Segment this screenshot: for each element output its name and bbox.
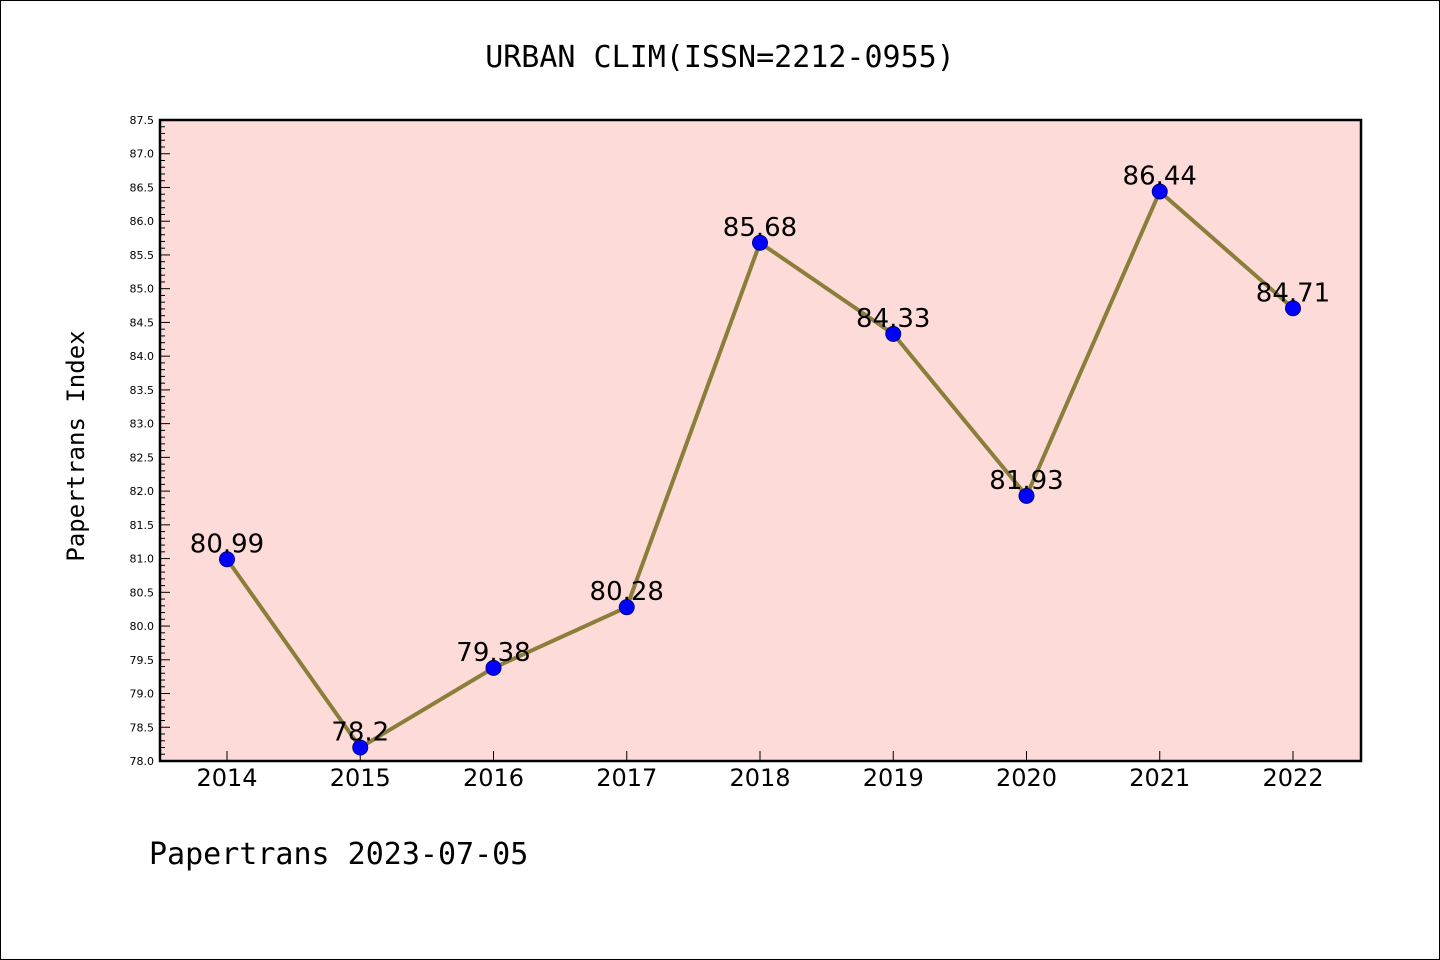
y-tick-label: 82.0	[130, 485, 155, 498]
data-point-marker	[219, 551, 235, 568]
x-tick-label: 2017	[596, 764, 657, 792]
series-line-group	[219, 183, 1301, 756]
data-point-marker	[485, 659, 502, 676]
data-point-marker	[1018, 487, 1035, 504]
data-point-marker	[618, 599, 635, 616]
chart-title: URBAN CLIM(ISSN=2212-0955)	[485, 40, 955, 75]
x-tick-label: 2016	[463, 764, 524, 792]
y-tick-label: 84.5	[130, 316, 155, 329]
data-point-marker	[752, 234, 768, 251]
x-tick-label: 2014	[196, 764, 257, 792]
y-tick-label: 87.5	[130, 114, 155, 127]
y-axis-label: Papertrans Index	[62, 330, 90, 561]
y-axis: 78.0 78.5 79.0 79.5 80.0 80.5 81.0 81.5 82.0 82.5…	[130, 114, 170, 768]
x-tick-label: 2020	[996, 764, 1057, 792]
x-axis: 2014 2015 2016 2017 2018 2019 2020 2021 2022	[196, 751, 1324, 792]
y-tick-label: 78.0	[130, 755, 155, 768]
y-tick-label: 81.0	[130, 553, 155, 566]
data-point-marker	[352, 739, 369, 756]
y-tick-label: 82.5	[130, 451, 155, 464]
x-tick-label: 2019	[863, 764, 924, 792]
y-tick-label: 79.0	[130, 688, 155, 701]
x-tick-label: 2022	[1262, 764, 1323, 792]
footer-note: Papertrans 2023-07-05	[149, 837, 528, 872]
data-label: 81.93	[989, 466, 1063, 496]
data-label: 86.44	[1123, 162, 1197, 192]
y-tick-label: 80.0	[130, 620, 155, 633]
data-label-group: 80.99 78.2 79.38 80.28 85.68 84.33 81.93 86.44 8…	[190, 162, 1330, 748]
data-label: 80.99	[190, 529, 264, 559]
y-tick-label: 83.5	[130, 384, 155, 397]
y-tick-label: 86.5	[130, 181, 155, 194]
y-tick-label: 85.5	[130, 249, 155, 262]
data-point-marker	[1285, 300, 1301, 317]
x-tick-label: 2021	[1129, 764, 1190, 792]
x-tick-label: 2018	[729, 764, 790, 792]
y-tick-label: 78.5	[130, 721, 155, 734]
data-label: 79.38	[456, 638, 530, 668]
x-tick-label: 2015	[330, 764, 391, 792]
plot-border	[158, 118, 1363, 763]
y-tick-label: 87.0	[130, 148, 155, 161]
y-tick-label: 85.0	[130, 283, 155, 296]
data-label: 80.28	[590, 577, 664, 607]
y-tick-label: 79.5	[130, 654, 155, 667]
y-tick-label: 86.0	[130, 215, 155, 228]
plot-area	[160, 120, 1361, 761]
data-label: 84.71	[1256, 278, 1330, 308]
data-label: 78.2	[331, 718, 389, 748]
y-tick-label: 81.5	[130, 519, 155, 532]
y-tick-label: 80.5	[130, 586, 155, 599]
y-tick-label: 84.0	[130, 350, 155, 363]
data-label: 85.68	[723, 213, 797, 243]
y-tick-label: 83.0	[130, 418, 155, 431]
data-point-marker	[885, 325, 902, 342]
data-label: 84.33	[856, 304, 930, 334]
data-point-marker	[1151, 183, 1168, 200]
